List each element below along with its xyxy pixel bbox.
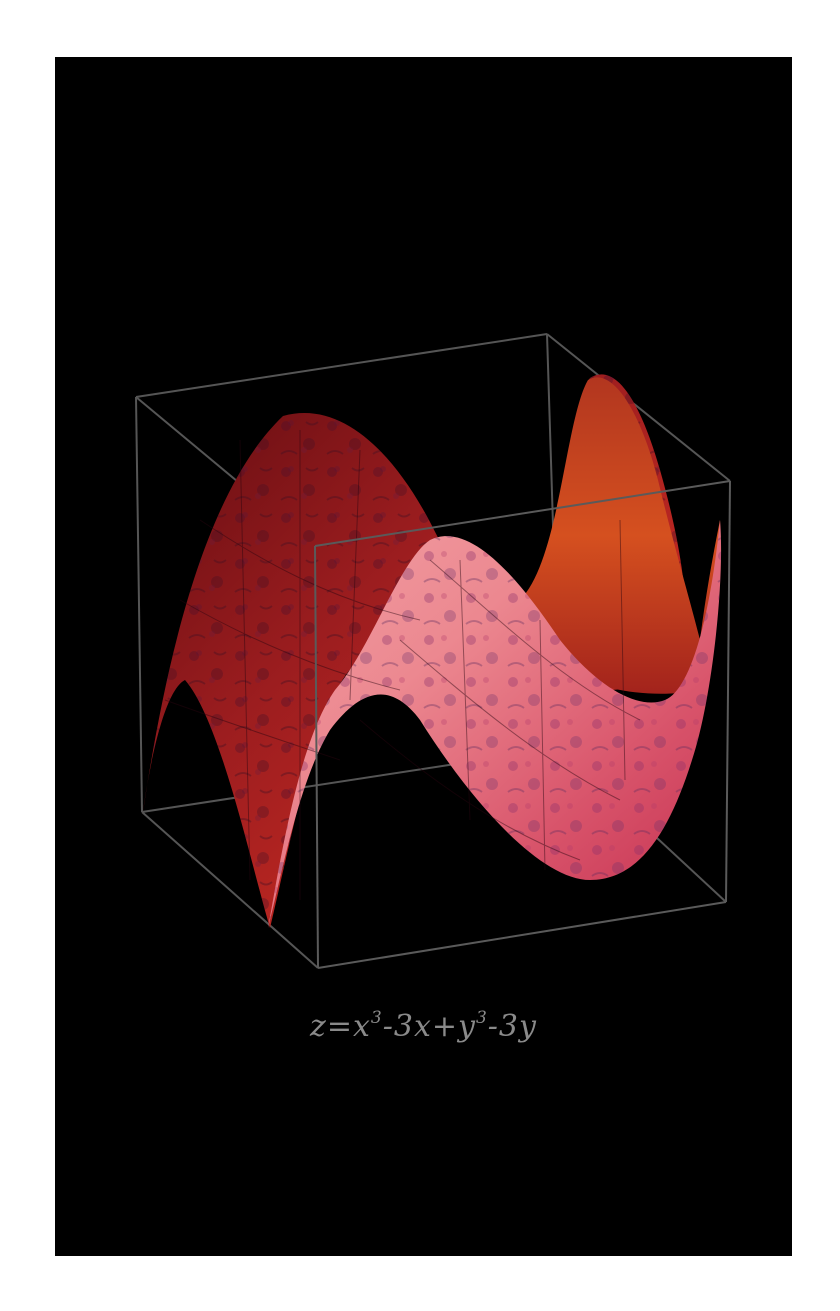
equation-y-exponent: 3: [475, 1008, 488, 1028]
equation-minus-3x-plus: -3x+: [382, 1009, 459, 1044]
surface-plot-artwork: [55, 57, 792, 1256]
equation-x: x: [352, 1009, 371, 1044]
surface-right-sheet: [520, 377, 721, 694]
equation-lhs: z: [310, 1009, 327, 1044]
equation-x-exponent: 3: [370, 1008, 383, 1028]
bounding-box-front: [314, 480, 731, 969]
surface-mesh-lines: [164, 430, 641, 900]
surface-front-texture: [268, 520, 722, 928]
poster: z=x3-3x+y3-3y: [55, 57, 792, 1256]
equation-minus-3y: -3y: [487, 1009, 537, 1044]
equation-y: y: [458, 1009, 476, 1044]
equation-caption: z=x3-3x+y3-3y: [55, 1009, 792, 1044]
equation-equals: =: [326, 1009, 353, 1044]
surface-back-texture: [142, 374, 687, 928]
